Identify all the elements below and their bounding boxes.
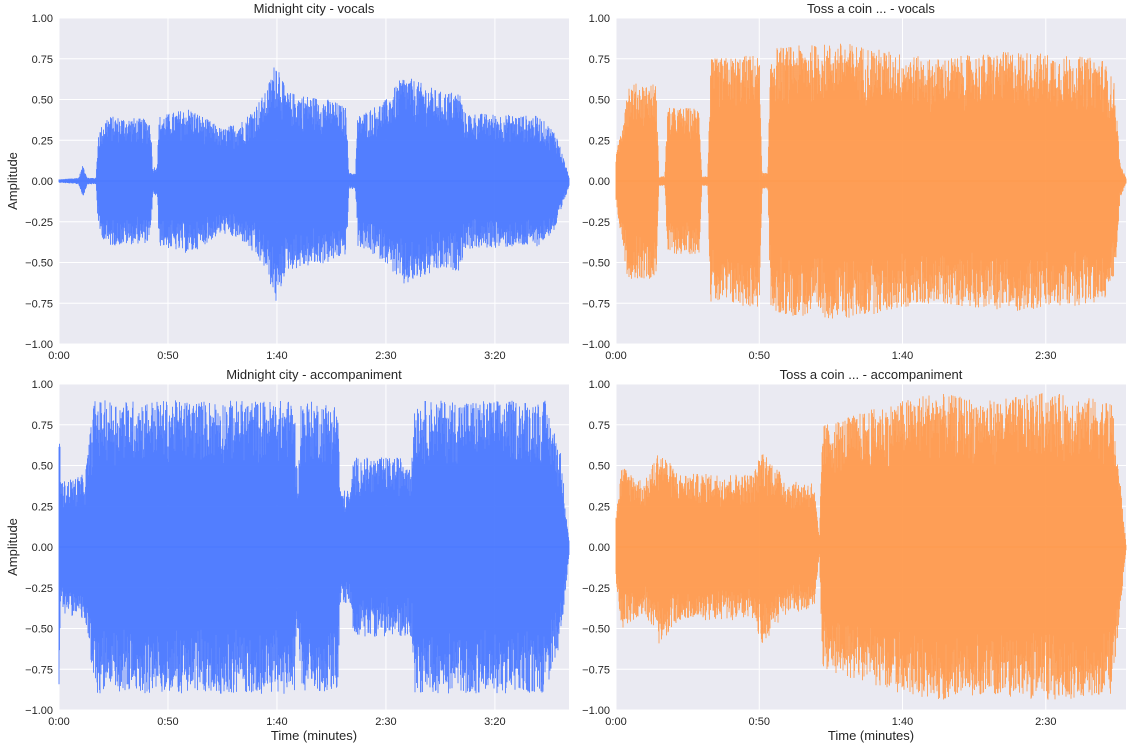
y-tick-label: −1.00 [582, 705, 610, 717]
y-tick-label: 0.75 [32, 54, 53, 66]
x-tick-label: 2:30 [375, 716, 396, 728]
x-axis-label: Time (minutes) [271, 728, 357, 743]
y-tick-label: −0.75 [25, 664, 53, 676]
y-tick-label: −1.00 [582, 339, 610, 351]
waveform-series [58, 400, 570, 694]
y-tick-label: −0.25 [582, 583, 610, 595]
y-tick-label: 1.00 [32, 379, 53, 391]
y-tick-label: 0.00 [32, 542, 53, 554]
x-tick-label: 0:50 [749, 350, 770, 362]
x-tick-label: 2:30 [1035, 350, 1056, 362]
y-tick-label: −0.75 [582, 664, 610, 676]
x-tick-label: 3:20 [484, 350, 505, 362]
y-tick-label: −1.00 [25, 705, 53, 717]
y-axis-label: Amplitude [5, 518, 20, 576]
y-tick-label: −0.50 [25, 624, 53, 636]
y-tick-label: 1.00 [32, 13, 53, 25]
x-tick-label: 1:40 [266, 716, 287, 728]
y-tick-label: −0.50 [25, 258, 53, 270]
y-tick-label: −0.25 [25, 583, 53, 595]
x-tick-label: 0:00 [605, 716, 626, 728]
x-tick-label: 0:00 [48, 716, 69, 728]
subplot-title: Midnight city - accompaniment [226, 367, 402, 382]
y-tick-label: 0.50 [589, 461, 610, 473]
y-tick-label: 0.25 [32, 135, 53, 147]
y-axis-label: Amplitude [5, 152, 20, 210]
y-tick-label: 0.75 [589, 54, 610, 66]
x-tick-label: 3:20 [484, 716, 505, 728]
y-tick-label: 0.25 [589, 501, 610, 513]
x-tick-label: 0:00 [605, 350, 626, 362]
y-tick-label: 0.75 [589, 420, 610, 432]
y-tick-label: 0.50 [32, 461, 53, 473]
y-tick-label: −0.75 [25, 298, 53, 310]
x-tick-label: 0:50 [157, 716, 178, 728]
y-tick-label: 0.00 [589, 542, 610, 554]
x-tick-label: 0:50 [157, 350, 178, 362]
y-tick-label: 1.00 [589, 13, 610, 25]
y-tick-label: 0.00 [32, 176, 53, 188]
x-tick-label: 0:50 [749, 716, 770, 728]
y-tick-label: −0.75 [582, 298, 610, 310]
x-tick-label: 0:00 [48, 350, 69, 362]
x-tick-label: 1:40 [892, 350, 913, 362]
y-tick-label: 0.25 [32, 501, 53, 513]
y-tick-label: −0.50 [582, 258, 610, 270]
y-tick-label: −0.50 [582, 624, 610, 636]
y-tick-label: 0.25 [589, 135, 610, 147]
x-tick-label: 1:40 [266, 350, 287, 362]
subplot-title: Toss a coin ... - accompaniment [780, 367, 963, 382]
y-tick-label: −0.25 [582, 217, 610, 229]
y-tick-label: −1.00 [25, 339, 53, 351]
y-tick-label: 0.00 [589, 176, 610, 188]
y-tick-label: 0.75 [32, 420, 53, 432]
y-tick-label: 0.50 [589, 95, 610, 107]
x-tick-label: 2:30 [1035, 716, 1056, 728]
y-tick-label: 0.50 [32, 95, 53, 107]
subplot-title: Toss a coin ... - vocals [807, 1, 935, 16]
x-tick-label: 1:40 [892, 716, 913, 728]
x-tick-label: 2:30 [375, 350, 396, 362]
y-tick-label: −0.25 [25, 217, 53, 229]
y-tick-label: 1.00 [589, 379, 610, 391]
subplot-title: Midnight city - vocals [254, 1, 375, 16]
x-axis-label: Time (minutes) [828, 728, 914, 743]
